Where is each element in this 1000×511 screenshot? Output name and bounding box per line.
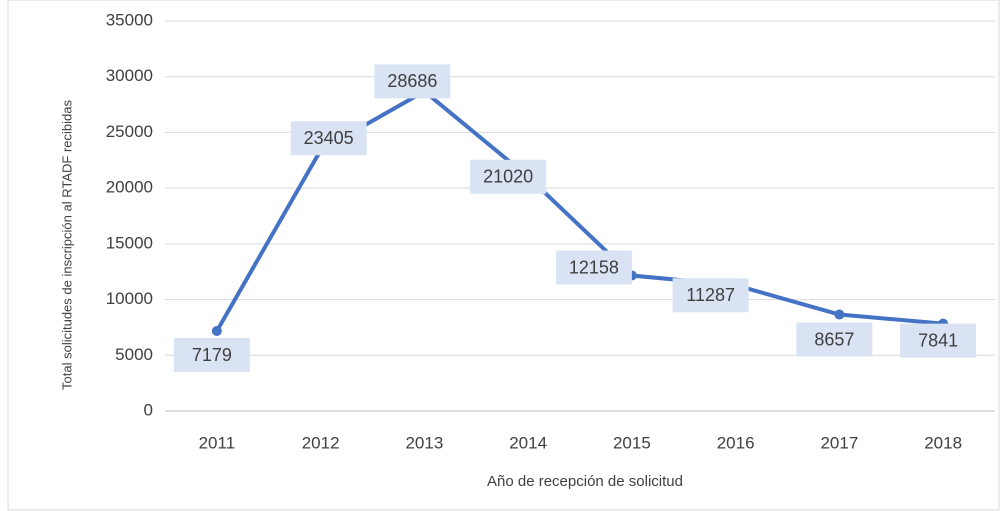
data-label-box [374,64,451,99]
data-label-box [470,159,547,194]
data-label-box [173,338,250,373]
data-label: 21020 [483,167,533,187]
x-tick-label: 2016 [717,433,755,452]
data-label-box [900,323,977,358]
y-tick-label: 0 [144,400,153,419]
data-label-box [290,121,367,156]
x-tick-label: 2013 [405,433,443,452]
marker [211,326,222,337]
x-tick-label: 2015 [613,433,651,452]
y-tick-label: 5000 [115,345,153,364]
data-label: 7841 [918,330,958,350]
x-tick-label: 2011 [199,433,236,452]
x-tick-label: 2017 [820,433,858,452]
y-tick-label: 25000 [106,122,153,141]
y-tick-label: 20000 [106,178,153,197]
data-label-box [796,322,873,357]
data-label: 12158 [569,257,619,277]
data-label: 23405 [304,128,354,148]
data-label: 8657 [814,329,854,349]
x-tick-label: 2012 [302,433,340,452]
marker [834,309,845,320]
x-tick-label: 2014 [509,433,547,452]
chart-border [7,0,1000,511]
y-axis-title: Total solicitudes de inscripción al RTAD… [59,100,74,390]
data-label: 11287 [686,285,735,305]
y-tick-label: 35000 [106,10,153,29]
data-label: 28686 [387,71,437,91]
y-tick-label: 15000 [106,233,153,252]
data-label-box [555,250,632,285]
data-label: 7179 [192,345,232,365]
y-tick-label: 30000 [106,66,153,85]
x-axis-title: Año de recepción de solicitud [487,473,683,490]
x-tick-label: 2018 [924,433,962,452]
data-label-box [672,278,749,313]
y-tick-label: 10000 [106,289,153,308]
